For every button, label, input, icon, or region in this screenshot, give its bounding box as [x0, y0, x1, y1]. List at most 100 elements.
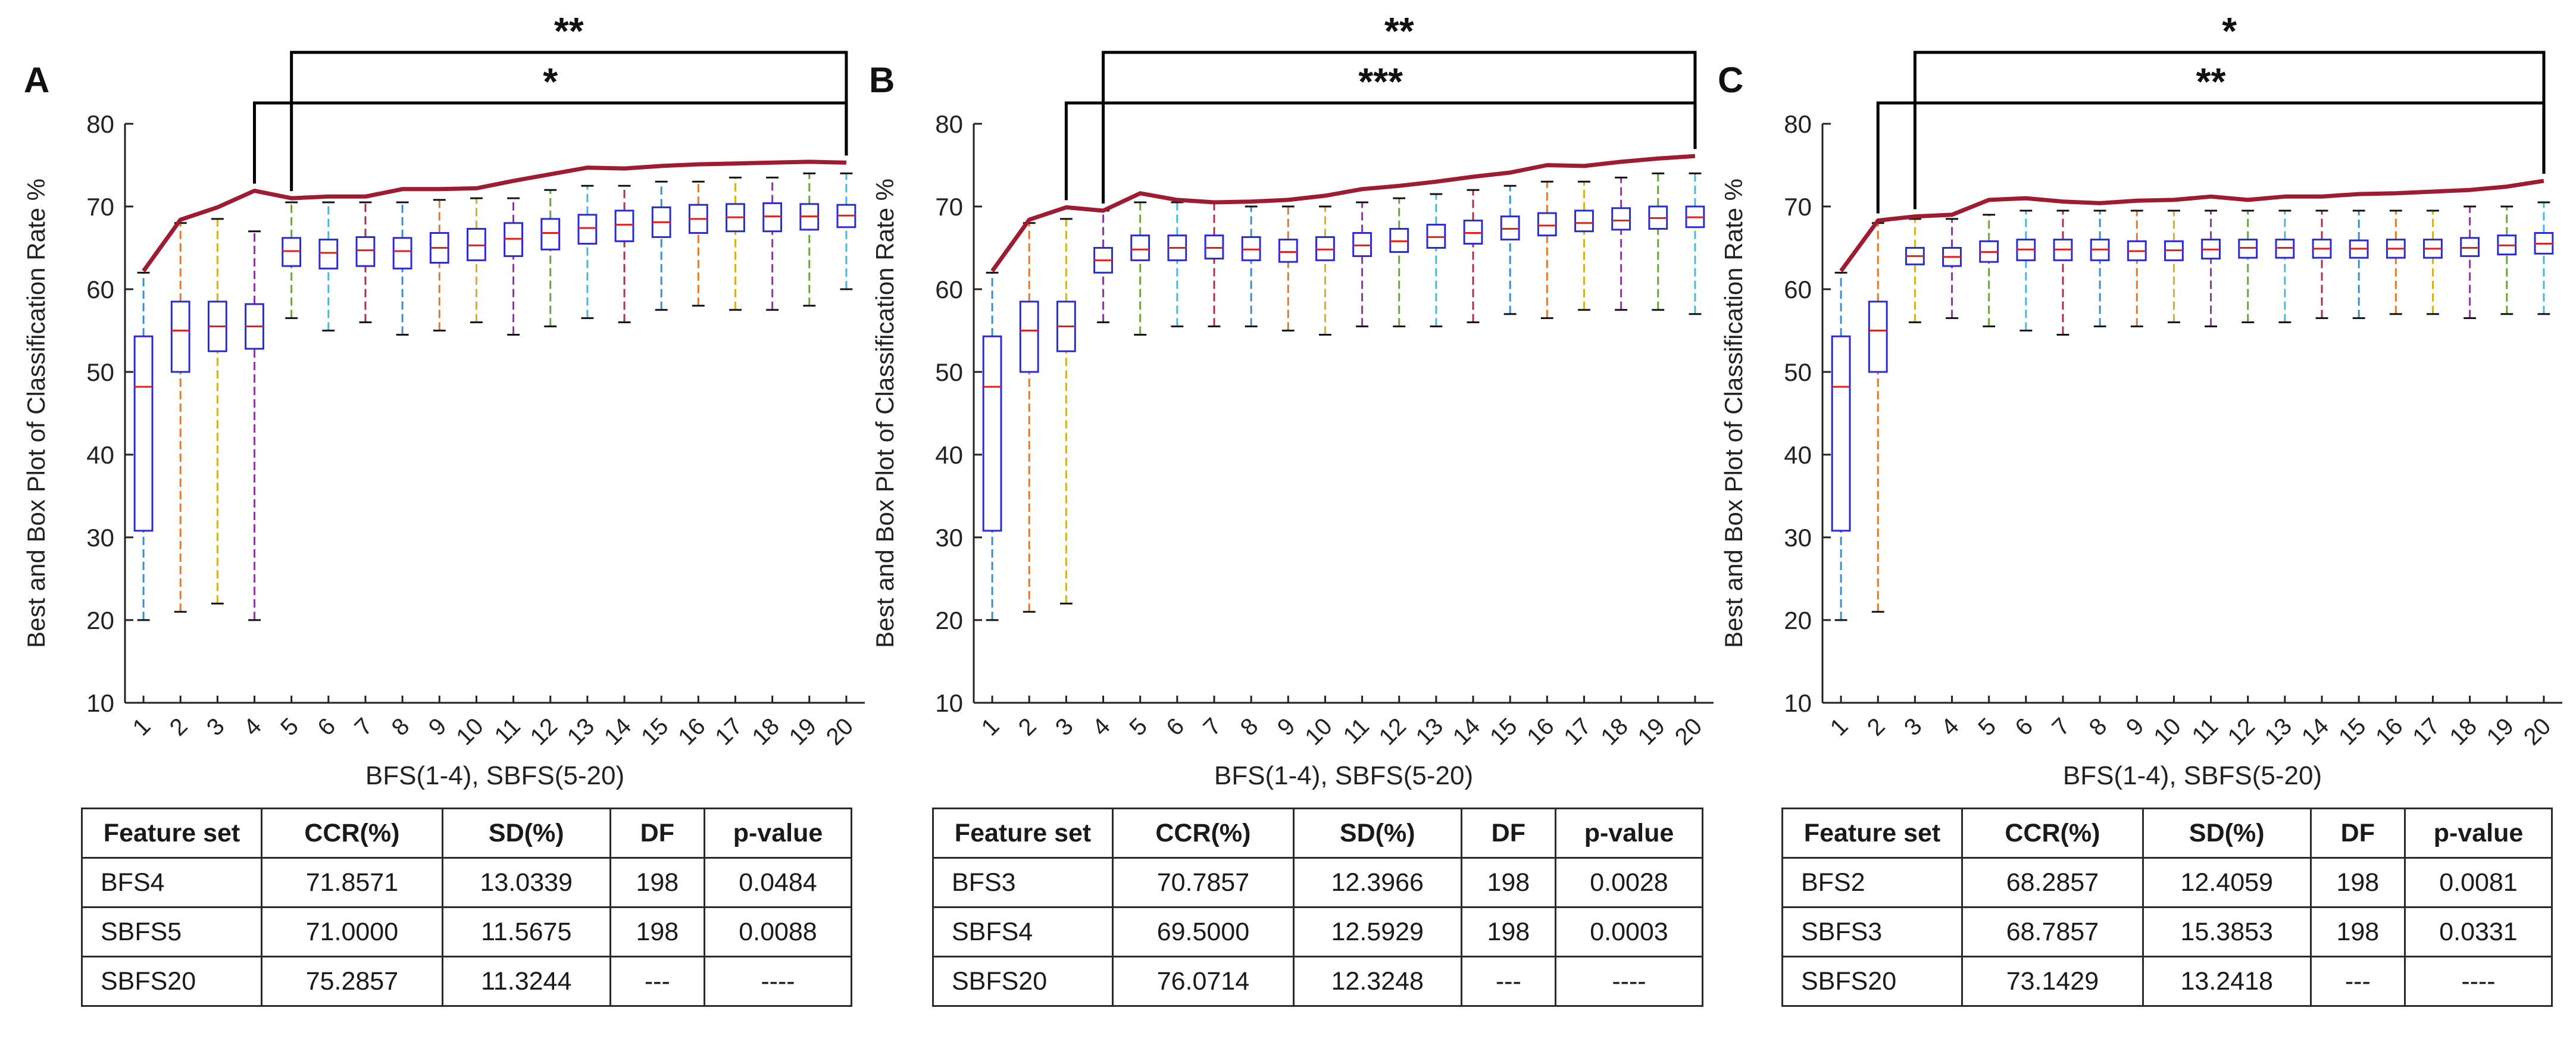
- significance-bracket: [253, 101, 848, 184]
- x-tick-label: 5: [276, 713, 304, 741]
- box: [1278, 239, 1298, 263]
- table-cell: BFS3: [931, 857, 1114, 908]
- x-tick-label: 15: [1485, 713, 1523, 750]
- y-tick-label: 50: [1784, 358, 1812, 386]
- y-tick-label: 20: [1784, 606, 1812, 634]
- table-header: DF: [2309, 808, 2406, 859]
- x-tick-label: 12: [526, 713, 563, 750]
- x-tick-label: 11: [1338, 713, 1374, 749]
- x-axis-label: BFS(1-4), SBFS(5-20): [365, 761, 624, 790]
- table-cell: 198: [2309, 857, 2406, 908]
- table-header-row: Feature set CCR(%) SD(%) DF p-value: [931, 808, 1704, 859]
- table-cell: BFS2: [1781, 857, 1964, 908]
- x-tick-label: 19: [2482, 713, 2519, 750]
- x-tick-label: 15: [636, 713, 674, 750]
- x-tick-label: 20: [1670, 713, 1708, 750]
- box: [1130, 234, 1151, 261]
- x-tick-label: 13: [1411, 713, 1449, 750]
- table-cell: SBFS20: [1781, 956, 1964, 1007]
- significance-label: *: [2222, 10, 2237, 52]
- significance-bracket: [1064, 101, 1697, 201]
- y-tick-label: 70: [1784, 193, 1812, 221]
- box: [1019, 301, 1039, 373]
- table-header: Feature set: [931, 808, 1114, 859]
- stats-table-a: Feature set CCR(%) SD(%) DF p-value BFS4…: [80, 808, 853, 1007]
- y-tick-label: 80: [1784, 110, 1812, 138]
- table-cell: 0.0028: [1554, 857, 1704, 908]
- x-tick-label: 1: [1825, 713, 1853, 741]
- stats-table-b: Feature set CCR(%) SD(%) DF p-value BFS3…: [931, 808, 1704, 1007]
- x-tick-label: 12: [2223, 713, 2261, 750]
- x-tick-label: 17: [710, 713, 748, 750]
- x-tick-label: 7: [349, 713, 377, 741]
- table-row: SBFS20 76.0714 12.3248 --- ----: [931, 956, 1704, 1007]
- x-tick-label: 8: [387, 713, 415, 741]
- x-tick-label: 18: [747, 713, 784, 750]
- x-tick-label: 4: [239, 713, 267, 741]
- box: [1537, 212, 1557, 237]
- table-header: p-value: [1554, 808, 1704, 859]
- x-tick-label: 19: [784, 713, 822, 750]
- y-tick-label: 30: [1784, 524, 1812, 552]
- table-cell: 68.7857: [1961, 906, 2144, 957]
- y-tick-label: 50: [86, 358, 114, 386]
- best-rate-line: [142, 159, 846, 273]
- x-tick-label: 8: [1236, 713, 1264, 741]
- panel-label: A: [24, 60, 49, 100]
- x-tick-label: 10: [1300, 713, 1337, 750]
- table-cell: 12.3248: [1292, 956, 1462, 1007]
- x-tick-label: 3: [1899, 713, 1927, 741]
- x-tick-label: 15: [2334, 713, 2371, 750]
- y-tick-label: 30: [935, 524, 963, 552]
- significance-bracket: [1913, 51, 2546, 209]
- significance-label: **: [1384, 10, 1414, 52]
- table-cell: ----: [703, 956, 853, 1007]
- x-tick-label: 2: [1014, 713, 1042, 741]
- table-header: SD(%): [2142, 808, 2312, 859]
- x-tick-label: 9: [424, 713, 452, 741]
- table-cell: 11.5675: [441, 906, 611, 957]
- box: [392, 237, 412, 270]
- table-cell: 76.0714: [1112, 956, 1295, 1007]
- table-cell: 13.2418: [2142, 956, 2312, 1007]
- table-header: p-value: [703, 808, 853, 859]
- table-cell: 198: [2309, 906, 2406, 957]
- x-tick-label: 2: [165, 713, 193, 741]
- table-row: SBFS20 73.1429 13.2418 --- ----: [1781, 956, 2553, 1007]
- table-cell: 198: [609, 857, 705, 908]
- table-row: SBFS5 71.0000 11.5675 198 0.0088: [80, 906, 853, 957]
- x-tick-label: 20: [821, 713, 859, 750]
- table-cell: 15.3853: [2142, 906, 2312, 957]
- table-cell: 0.0088: [703, 906, 853, 957]
- x-tick-label: 14: [599, 713, 637, 750]
- table-cell: SBFS20: [80, 956, 263, 1007]
- table-cell: 68.2857: [1961, 857, 2144, 908]
- table-header: p-value: [2403, 808, 2553, 859]
- y-tick-label: 40: [935, 441, 963, 469]
- significance-label: ***: [1358, 60, 1403, 103]
- x-tick-label: 13: [562, 713, 600, 750]
- table-header: Feature set: [80, 808, 263, 859]
- box: [1611, 207, 1631, 231]
- x-tick-label: 16: [673, 713, 711, 750]
- table-cell: 0.0081: [2403, 857, 2553, 908]
- box: [355, 236, 376, 267]
- table-cell: 0.0331: [2403, 906, 2553, 957]
- table-cell: 0.0003: [1554, 906, 1704, 957]
- y-tick-label: 70: [935, 193, 963, 221]
- x-tick-label: 6: [2010, 713, 2038, 741]
- x-tick-label: 20: [2519, 713, 2556, 750]
- y-tick-label: 80: [86, 110, 114, 138]
- y-tick-label: 60: [935, 276, 963, 303]
- x-tick-label: 17: [1559, 713, 1596, 750]
- x-tick-label: 16: [1522, 713, 1559, 750]
- table-cell: 12.5929: [1292, 906, 1462, 957]
- table-header: DF: [1460, 808, 1556, 859]
- x-tick-label: 14: [2297, 713, 2334, 750]
- y-tick-label: 40: [1784, 441, 1812, 469]
- x-tick-label: 13: [2260, 713, 2297, 750]
- x-tick-label: 18: [2444, 713, 2482, 750]
- table-header: SD(%): [441, 808, 611, 859]
- x-tick-label: 10: [2149, 713, 2186, 750]
